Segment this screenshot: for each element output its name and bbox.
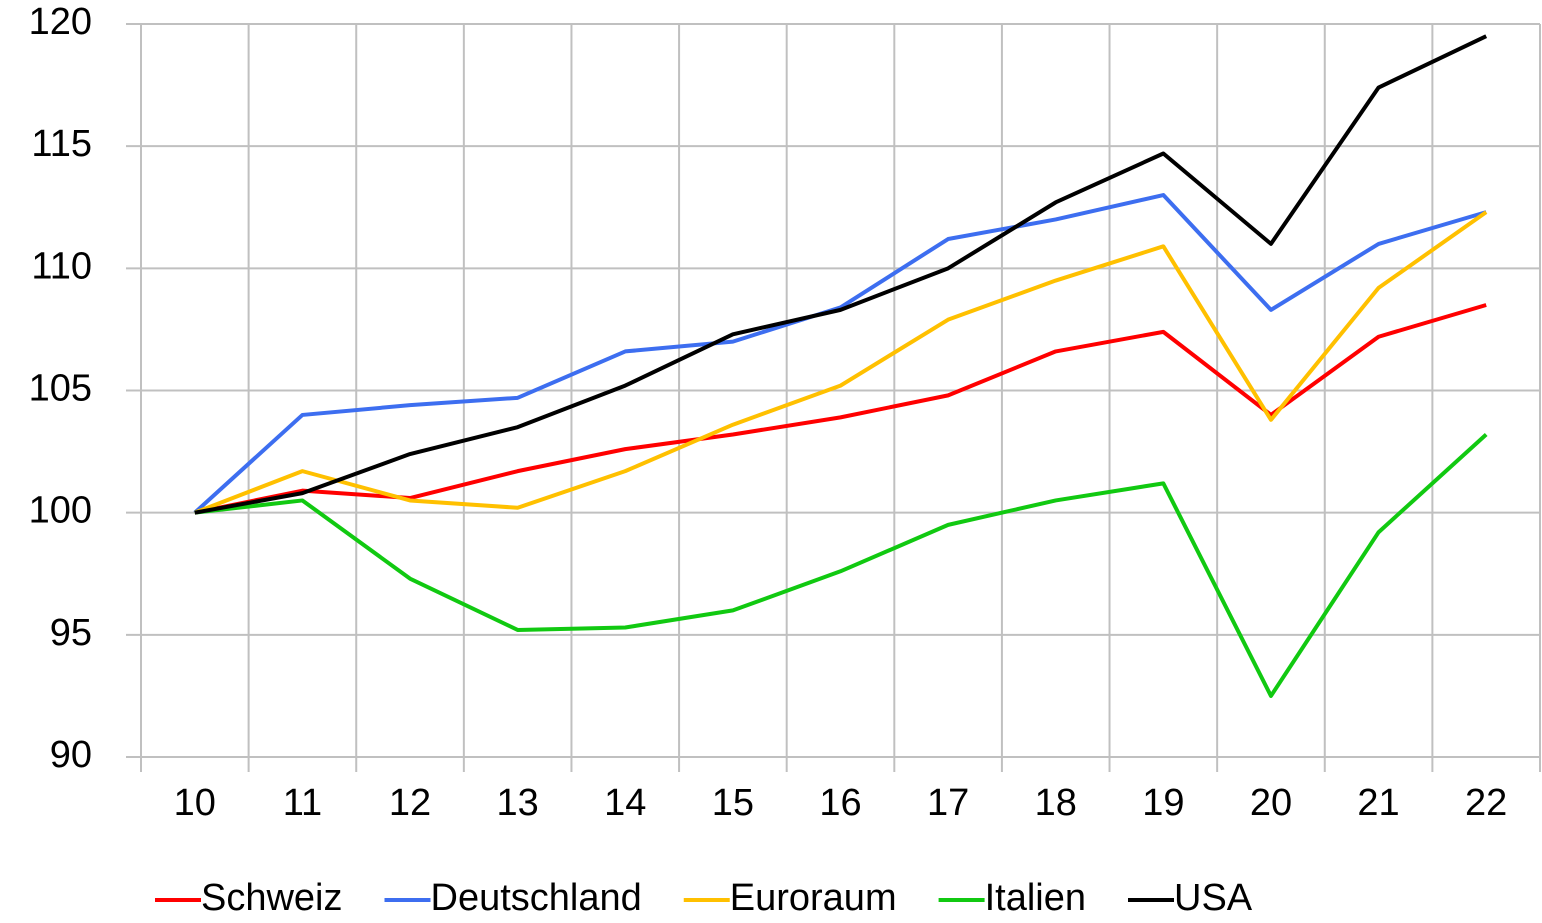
y-tick-label: 115 [31, 123, 92, 165]
legend-label: Italien [985, 877, 1086, 919]
series-line [194, 432, 1488, 698]
y-tick-label: 90 [50, 734, 92, 776]
series-line [194, 303, 1487, 515]
x-tick-label: 17 [927, 782, 969, 824]
legend-label: Schweiz [201, 877, 343, 919]
x-tick-label: 11 [283, 782, 322, 824]
series-line [194, 210, 1488, 515]
legend-label: Euroraum [730, 877, 897, 919]
x-tick-label: 12 [389, 782, 431, 824]
legend-label: Deutschland [431, 877, 642, 919]
x-tick-label: 19 [1142, 782, 1184, 824]
x-tick-label: 21 [1357, 782, 1399, 824]
y-tick-label: 105 [29, 368, 92, 410]
x-tick-label: 10 [174, 782, 216, 824]
x-tick-label: 18 [1035, 782, 1077, 824]
series-line [194, 34, 1488, 515]
series-line [193, 193, 1487, 515]
x-tick-label: 20 [1250, 782, 1292, 824]
x-tick-label: 22 [1465, 782, 1507, 824]
x-tick-label: 14 [604, 782, 646, 824]
x-tick-label: 13 [497, 782, 539, 824]
x-tick-label: 16 [819, 782, 861, 824]
y-tick-label: 120 [29, 1, 92, 43]
legend-label: USA [1174, 877, 1253, 919]
y-tick-label: 95 [50, 612, 92, 654]
x-tick-label: 15 [712, 782, 754, 824]
y-tick-label: 100 [29, 490, 92, 532]
y-tick-label: 110 [31, 245, 92, 287]
